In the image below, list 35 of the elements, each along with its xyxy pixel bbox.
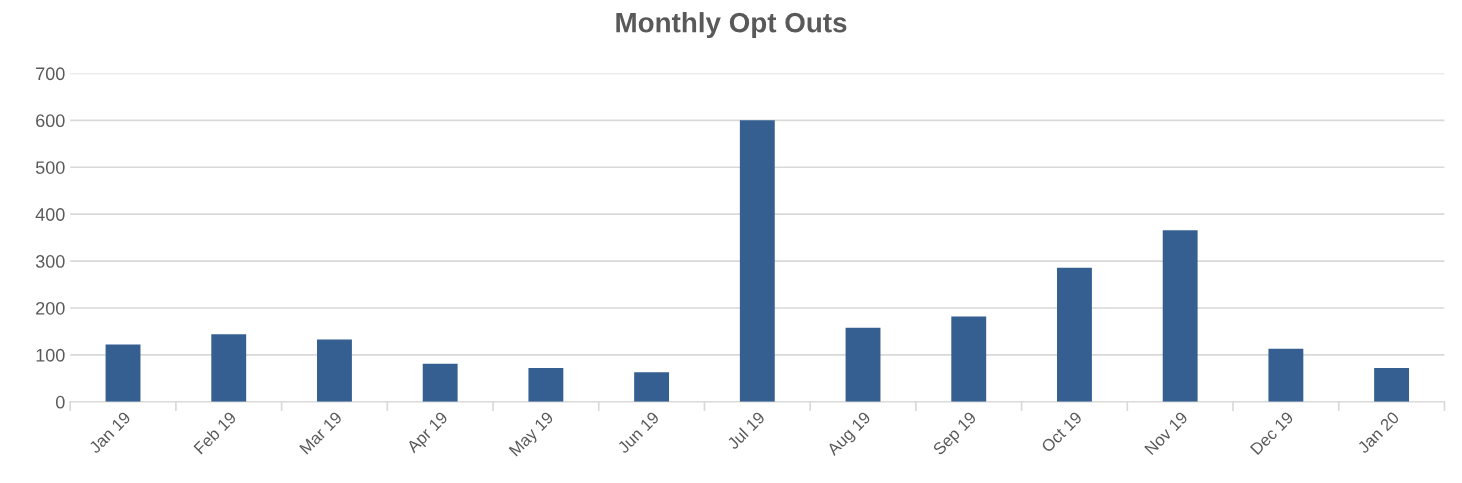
bar	[951, 316, 987, 402]
x-tick-label: Nov 19	[1144, 411, 1189, 456]
y-tick-label: 300	[35, 255, 65, 268]
x-tick-label: Feb 19	[193, 410, 237, 455]
x-tick-label: Sep 19	[932, 411, 980, 458]
bar	[105, 344, 141, 402]
x-tick-label: Jun 19	[616, 411, 660, 455]
x-tick-label: Mar 19	[299, 411, 343, 455]
x-tick-label: Jul 19	[726, 410, 766, 451]
bar	[634, 372, 670, 402]
x-tick-label: Dec 19	[1249, 411, 1294, 456]
bar	[317, 339, 352, 402]
bar	[1268, 348, 1304, 402]
x-tick-label: May 19	[508, 411, 557, 459]
y-tick-label: 600	[36, 114, 65, 128]
x-tick-label: Aug 19	[826, 411, 874, 459]
y-tick-label: 100	[36, 348, 65, 362]
chart-title: Monthly Opt Outs	[616, 12, 847, 38]
x-tick-label: Jan 19	[88, 411, 132, 455]
y-tick-label: 700	[36, 67, 65, 81]
y-tick-label: 400	[35, 208, 65, 221]
bar	[422, 363, 458, 402]
bar	[528, 368, 564, 402]
bar	[1374, 368, 1410, 402]
bar	[739, 120, 775, 402]
y-tick-label: 200	[36, 301, 65, 315]
x-tick-label: Oct 19	[1040, 411, 1083, 453]
y-tick-label: 500	[35, 161, 65, 174]
bar	[211, 334, 247, 402]
x-tick-label: Apr 19	[405, 411, 451, 456]
bar	[1162, 230, 1198, 402]
bar	[845, 327, 881, 402]
bar	[1057, 267, 1092, 402]
x-tick-label: Jan 20	[1356, 410, 1400, 455]
y-tick-label: 0	[55, 395, 65, 409]
